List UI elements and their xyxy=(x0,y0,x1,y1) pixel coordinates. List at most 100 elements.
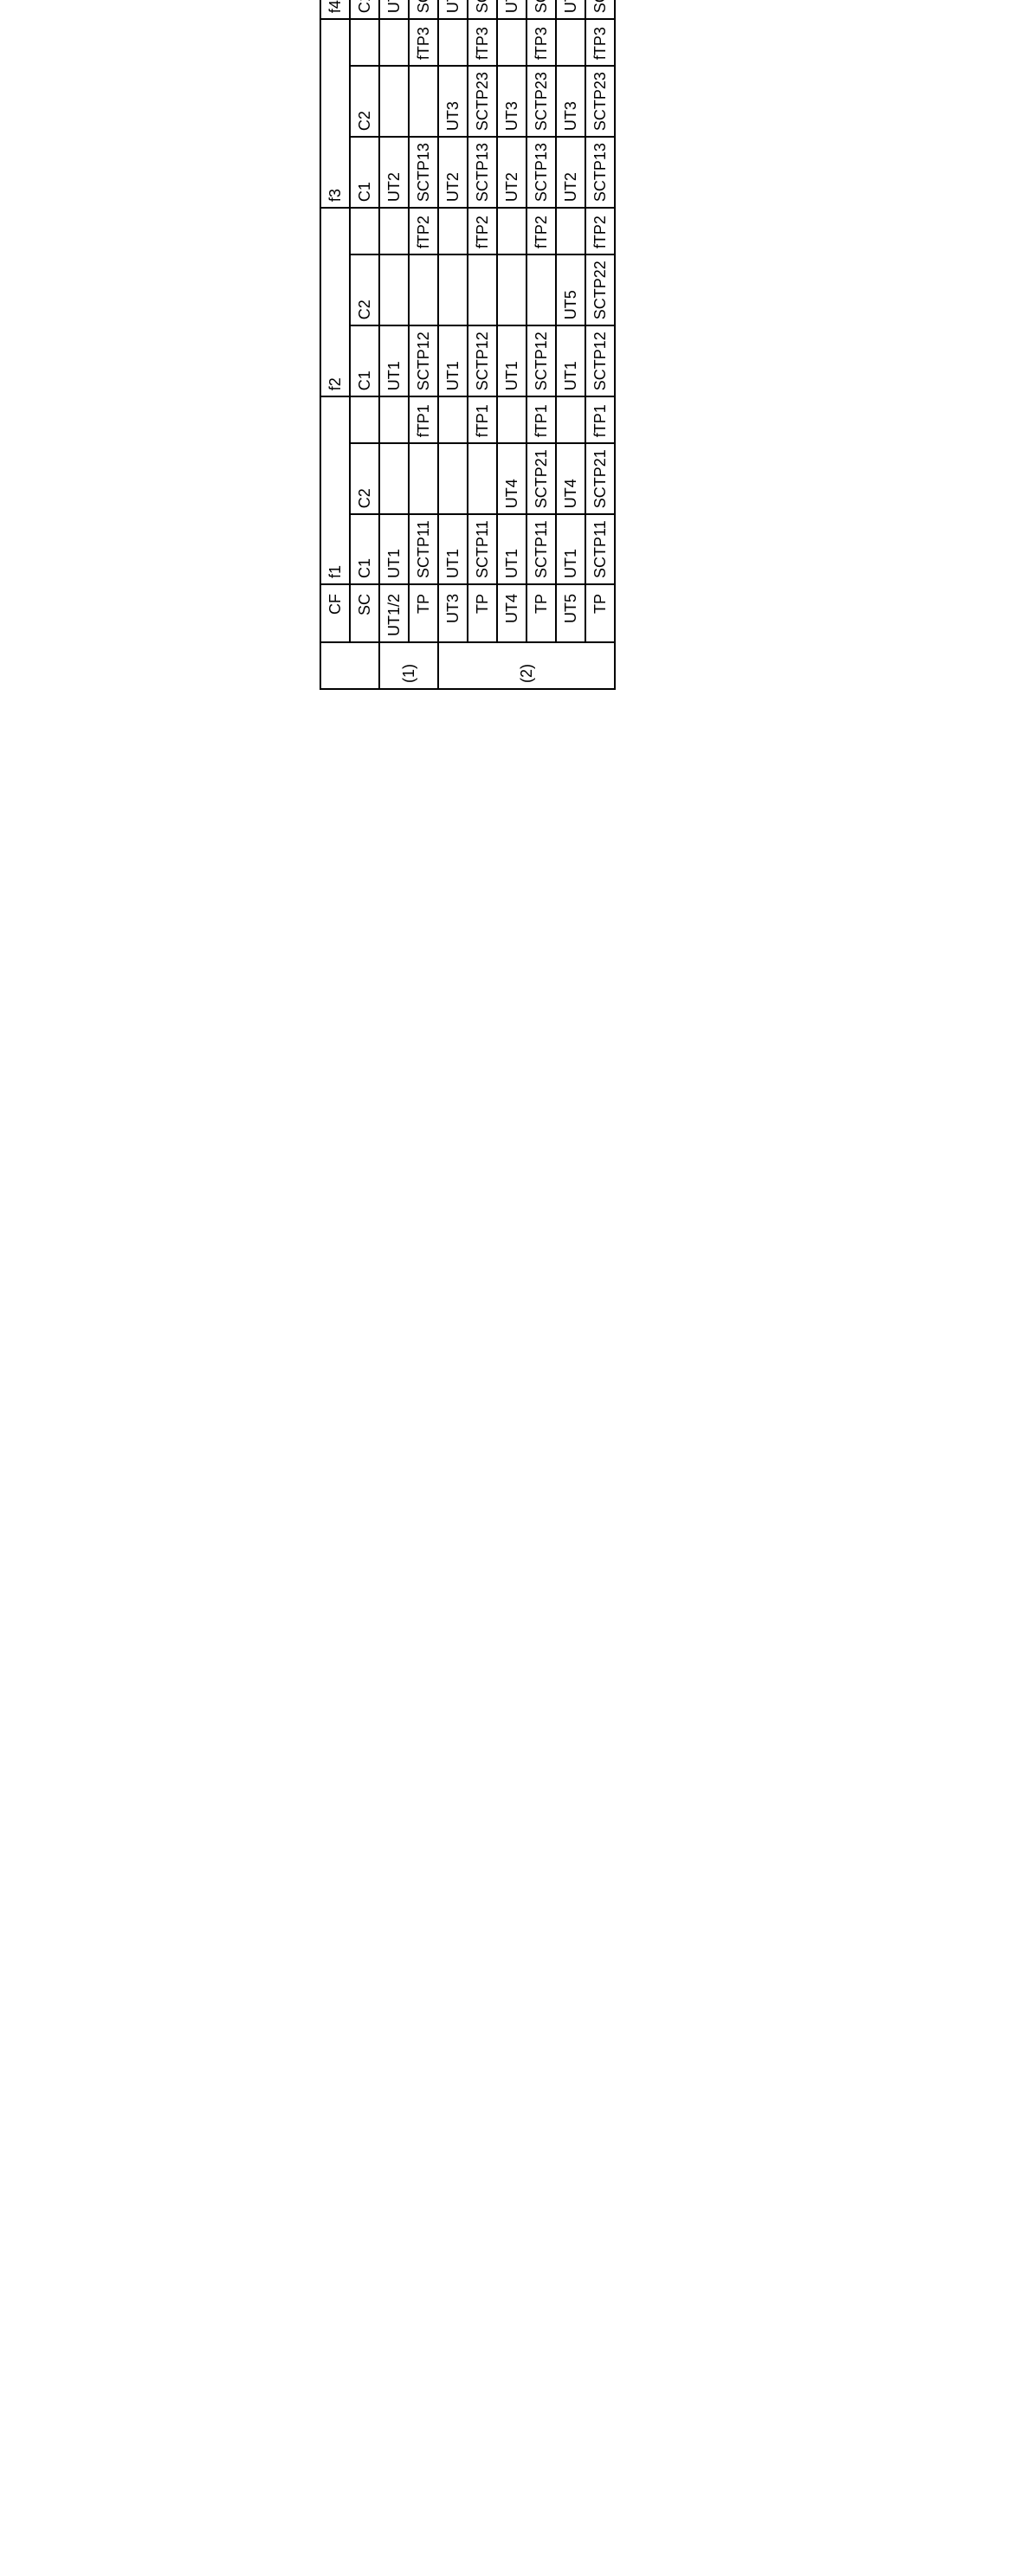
g2-b2-row2: TP SCTP11 SCTP21 fTP1 SCTP12 SCTP22 fTP2… xyxy=(585,0,615,689)
header-row-1: CF f1 f2 f3 f4 f5 xyxy=(320,0,350,689)
cell: SCTP14 xyxy=(468,0,497,19)
cell: SCTP23 xyxy=(468,66,497,137)
cell xyxy=(409,254,438,325)
cell xyxy=(379,66,409,137)
cell: SCTP11 xyxy=(409,514,438,584)
cell: SCTP14 xyxy=(526,0,556,19)
table-container: CF f1 f2 f3 f4 f5 SC C1 C2 C1 C2 C1 C2 C… xyxy=(320,0,616,690)
g2-b0-ut-label: UT3 xyxy=(438,584,468,642)
cell xyxy=(379,19,409,66)
g1-ut-label: UT1/2 xyxy=(379,584,409,642)
cell xyxy=(497,208,526,254)
cell: UT4 xyxy=(497,443,526,514)
cell: SCTP23 xyxy=(526,66,556,137)
cell: SCTP23 xyxy=(585,66,615,137)
cell: fTP2 xyxy=(585,208,615,254)
cell: SCTP12 xyxy=(409,325,438,396)
g2-b2-ut-label: UT5 xyxy=(556,584,585,642)
cell xyxy=(409,66,438,137)
corner-blank xyxy=(320,642,379,689)
cell: UT2 xyxy=(438,137,468,208)
cell: fTP1 xyxy=(526,396,556,443)
cell: fTP2 xyxy=(526,208,556,254)
cell: fTP3 xyxy=(409,19,438,66)
cell xyxy=(438,254,468,325)
cell: SCTP14 xyxy=(409,0,438,19)
cell xyxy=(438,19,468,66)
cell: UT1 xyxy=(379,325,409,396)
cell: UT3 xyxy=(497,66,526,137)
g2-b0-row2: TP SCTP11 fTP1 SCTP12 fTP2 SCTP13 SCTP23… xyxy=(468,0,497,689)
g2-marker: (2) xyxy=(438,642,615,689)
f1-c1: C1 xyxy=(350,514,379,584)
cell: SCTP13 xyxy=(468,137,497,208)
cell xyxy=(526,254,556,325)
cell: UT1 xyxy=(556,514,585,584)
g2-b1-row1: UT4 UT1 UT4 UT1 UT2 UT3 UT2 UT3 UT4 xyxy=(497,0,526,689)
cell xyxy=(556,396,585,443)
cell: UT1 xyxy=(497,325,526,396)
cell: SCTP14 xyxy=(585,0,615,19)
cell: SCTP13 xyxy=(526,137,556,208)
cell: UT3 xyxy=(556,66,585,137)
g2-b2-row1: UT5 UT1 UT4 UT1 UT5 UT2 UT3 UT2 UT5 UT3 … xyxy=(556,0,585,689)
f4-header: f4 xyxy=(320,0,350,19)
f2-c2: C2 xyxy=(350,254,379,325)
f2-blank xyxy=(350,208,379,254)
cell xyxy=(497,254,526,325)
cell: UT1 xyxy=(497,514,526,584)
cell: SCTP12 xyxy=(468,325,497,396)
g2-b1-row2: TP SCTP11 SCTP21 fTP1 SCTP12 fTP2 SCTP13… xyxy=(526,0,556,689)
cell xyxy=(497,396,526,443)
cell: SCTP11 xyxy=(526,514,556,584)
cell: UT2 xyxy=(556,0,585,19)
g2-b0-row1: (2) UT3 UT1 UT1 UT2 UT3 UT2 UT3 xyxy=(438,0,468,689)
cell xyxy=(379,443,409,514)
g2-b1-ut-label: UT4 xyxy=(497,584,526,642)
cell: fTP1 xyxy=(409,396,438,443)
f3-c2: C2 xyxy=(350,66,379,137)
g2-b1-tp-label: TP xyxy=(526,584,556,642)
f3-header: f3 xyxy=(320,19,350,208)
cell: SCTP21 xyxy=(526,443,556,514)
cell: fTP1 xyxy=(468,396,497,443)
cell: SCTP13 xyxy=(409,137,438,208)
cell: SCTP11 xyxy=(468,514,497,584)
g2-b2-tp-label: TP xyxy=(585,584,615,642)
sc-header: SC xyxy=(350,584,379,642)
cell: SCTP11 xyxy=(585,514,615,584)
g1-row1: (1) UT1/2 UT1 UT1 UT2 UT2 xyxy=(379,0,409,689)
cell: UT1 xyxy=(379,514,409,584)
cell: UT2 xyxy=(497,0,526,19)
cell: fTP2 xyxy=(409,208,438,254)
g1-row2: TP SCTP11 fTP1 SCTP12 fTP2 SCTP13 fTP3 S… xyxy=(409,0,438,689)
f2-header: f2 xyxy=(320,208,350,396)
cell: UT2 xyxy=(379,0,409,19)
cell xyxy=(556,19,585,66)
f1-header: f1 xyxy=(320,396,350,584)
cell: UT3 xyxy=(438,66,468,137)
cell xyxy=(438,396,468,443)
cell xyxy=(556,208,585,254)
cell xyxy=(379,254,409,325)
cell: SCTP21 xyxy=(585,443,615,514)
cell: fTP3 xyxy=(526,19,556,66)
cell: UT2 xyxy=(556,137,585,208)
header-row-2: SC C1 C2 C1 C2 C1 C2 C1 C2 C1 C2 xyxy=(350,0,379,689)
cell: UT4 xyxy=(556,443,585,514)
cell xyxy=(379,208,409,254)
cf-header: CF xyxy=(320,584,350,642)
cell: UT2 xyxy=(497,137,526,208)
cell: UT2 xyxy=(438,0,468,19)
g1-marker: (1) xyxy=(379,642,438,689)
f1-c2: C2 xyxy=(350,443,379,514)
cell: SCTP22 xyxy=(585,254,615,325)
cell: UT1 xyxy=(438,325,468,396)
cell xyxy=(379,396,409,443)
cell: SCTP12 xyxy=(585,325,615,396)
cell: UT5 xyxy=(556,254,585,325)
f2-c1: C1 xyxy=(350,325,379,396)
cell: fTP3 xyxy=(468,19,497,66)
f1-blank xyxy=(350,396,379,443)
cell xyxy=(438,208,468,254)
